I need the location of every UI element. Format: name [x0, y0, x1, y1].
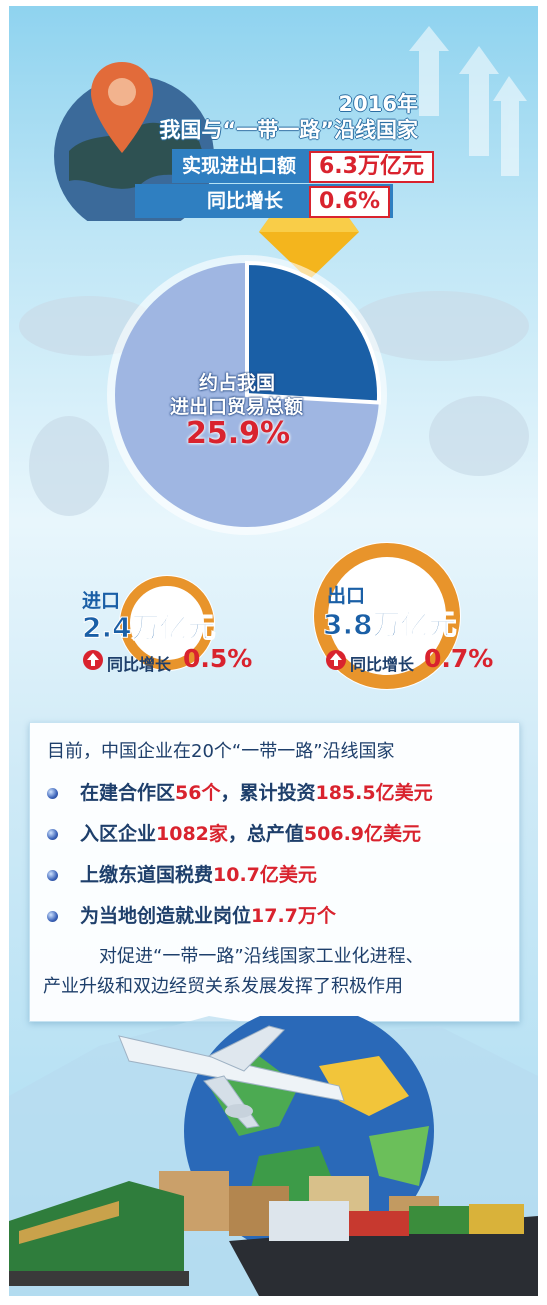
share-value: 25.9%: [186, 416, 291, 451]
share-line2: 进出口贸易总额: [170, 396, 304, 418]
list-item: 上缴东道国税费10.7亿美元: [47, 860, 317, 887]
info-intro: 目前，中国企业在20个“一带一路”沿线国家: [47, 741, 395, 762]
infographic: 2016年 我国与“一带一路”沿线国家 实现进出口额 6.3万亿元 同比增长 0…: [9, 6, 538, 1296]
header-year: 2016年: [338, 92, 418, 116]
transport-illustration: [9, 1016, 538, 1296]
bullet-icon: [47, 788, 58, 799]
item-highlight2: 185.5亿美元: [315, 782, 433, 804]
bullet-icon: [47, 870, 58, 881]
list-item: 入区企业1082家，总产值506.9亿美元: [47, 819, 421, 846]
train-icon: [9, 1181, 189, 1286]
list-item: 为当地创造就业岗位17.7万个: [47, 901, 336, 928]
cargo-ship-icon: [229, 1201, 538, 1296]
location-pin-icon: [91, 62, 153, 153]
trade-label: 实现进出口额: [182, 155, 297, 177]
export-growth-value: 0.7%: [424, 644, 494, 673]
item-text: 入区企业: [80, 823, 157, 845]
trade-value: 6.3万亿元: [309, 151, 434, 183]
bullet-icon: [47, 911, 58, 922]
share-line1: 约占我国: [199, 372, 276, 394]
item-highlight2: 506.9亿美元: [303, 823, 422, 845]
conclusion-line1: 对促进“一带一路”沿线国家工业化进程、: [99, 946, 424, 967]
item-text: 在建合作区: [80, 782, 176, 804]
export-growth-label: 同比增长: [350, 655, 415, 674]
import-label: 进口: [82, 590, 121, 612]
growth-label: 同比增长: [207, 190, 284, 212]
airplane-icon: [118, 1025, 345, 1129]
import-growth-label: 同比增长: [107, 655, 172, 674]
item-text2: ，累计投资: [220, 782, 316, 804]
export-label: 出口: [327, 585, 366, 607]
conclusion-line2: 产业升级和双边经贸关系发展发挥了积极作用: [43, 976, 403, 997]
item-text2: ，总产值: [227, 823, 304, 845]
item-text: 为当地创造就业岗位: [80, 905, 252, 927]
item-highlight: 1082家: [156, 823, 228, 845]
import-growth-value: 0.5%: [183, 644, 253, 673]
export-up-arrow-icon: [326, 650, 346, 670]
background-decoration: [19, 26, 529, 516]
share-donut: [107, 255, 387, 535]
growth-value: 0.6%: [309, 186, 391, 218]
info-panel: [29, 722, 520, 1022]
list-item: 在建合作区56个，累计投资185.5亿美元: [47, 778, 433, 805]
export-value: 3.8万亿元: [323, 608, 458, 642]
down-arrow-icon: [259, 218, 359, 280]
item-highlight: 56个: [175, 782, 221, 804]
item-text: 上缴东道国税费: [80, 864, 214, 886]
export-ring: [313, 542, 461, 690]
header-title: 我国与“一带一路”沿线国家: [159, 118, 418, 142]
import-value: 2.4万亿元: [82, 611, 217, 645]
bullet-icon: [47, 829, 58, 840]
import-up-arrow-icon: [83, 650, 103, 670]
share-slice: [245, 260, 381, 405]
item-highlight: 10.7亿美元: [213, 864, 317, 886]
item-highlight: 17.7万个: [251, 905, 336, 927]
import-ring: [119, 575, 215, 671]
